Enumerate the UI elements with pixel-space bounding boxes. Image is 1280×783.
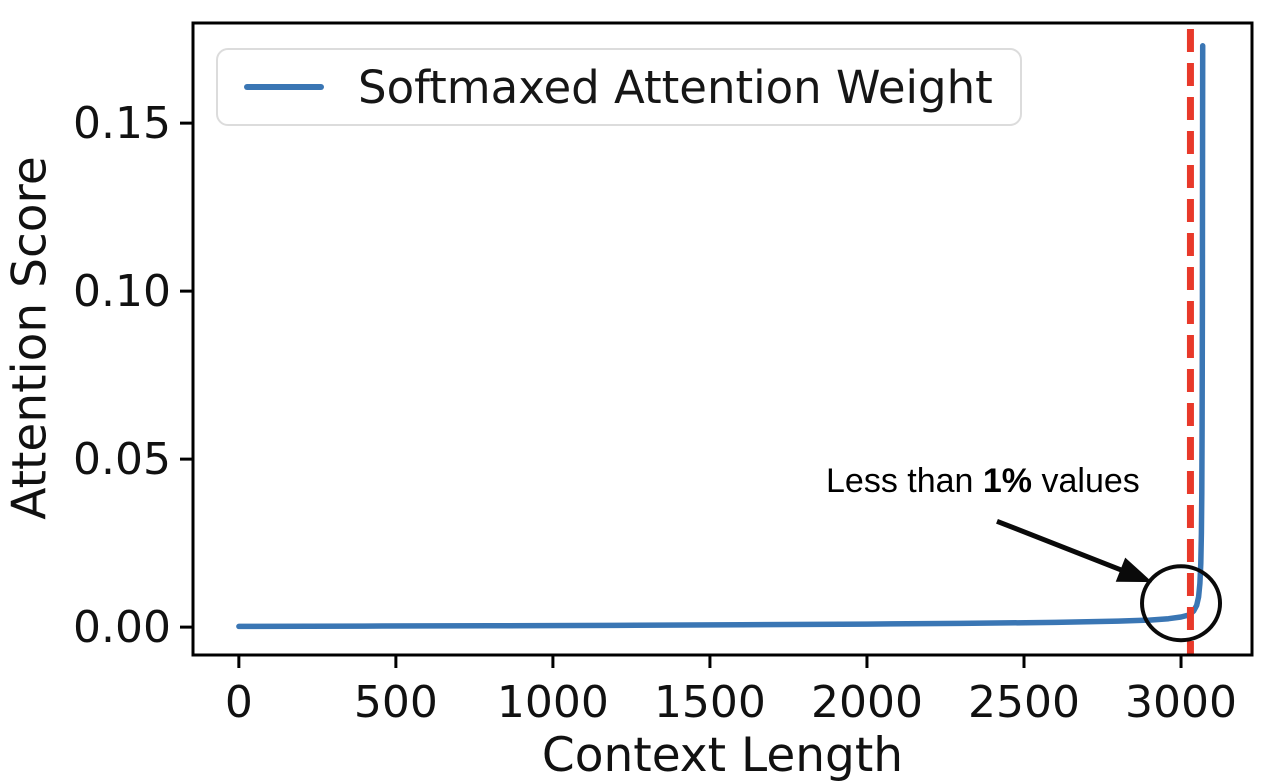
plot-border-group: [191, 21, 1254, 657]
annotation-shapes: [996, 518, 1223, 643]
x-tick-label: 0: [225, 677, 253, 728]
y-tick-label: 0.10: [73, 266, 171, 317]
legend: Softmaxed Attention Weight: [216, 48, 1022, 126]
annotation-text-bold: 1%: [982, 462, 1033, 500]
y-axis-ticks: 0.00 0.05 0.10 0.15: [73, 98, 193, 653]
x-tick-label: 1500: [654, 677, 766, 728]
y-axis-label: Attention Score: [2, 156, 58, 520]
series-path: [236, 43, 1206, 630]
x-tick-label: 1000: [497, 677, 609, 728]
annotation-circle: [1140, 564, 1223, 643]
y-tick-label: 0.15: [73, 98, 171, 149]
y-tick-label: 0.05: [73, 434, 171, 485]
x-axis-ticks: 0 500 1000 1500 2000 2500 3000: [225, 655, 1237, 728]
annotation-arrow-head: [1115, 557, 1153, 583]
legend-line-swatch: [244, 84, 324, 90]
x-tick-label: 2000: [811, 677, 923, 728]
annotation-text-prefix: Less than: [826, 462, 983, 500]
plot-border: [191, 21, 1254, 657]
series-group: [236, 43, 1206, 630]
annotation-text: Less than 1% values: [826, 462, 1140, 500]
x-tick-label: 3000: [1125, 677, 1237, 728]
annotation-text-suffix: values: [1032, 462, 1140, 500]
x-tick-label: 500: [354, 677, 438, 728]
legend-label: Softmaxed Attention Weight: [358, 60, 993, 114]
x-axis-label: Context Length: [541, 728, 904, 783]
annotation-arrow-shaft: [996, 518, 1131, 576]
x-tick-label: 2500: [968, 677, 1080, 728]
y-tick-label: 0.00: [73, 602, 171, 653]
